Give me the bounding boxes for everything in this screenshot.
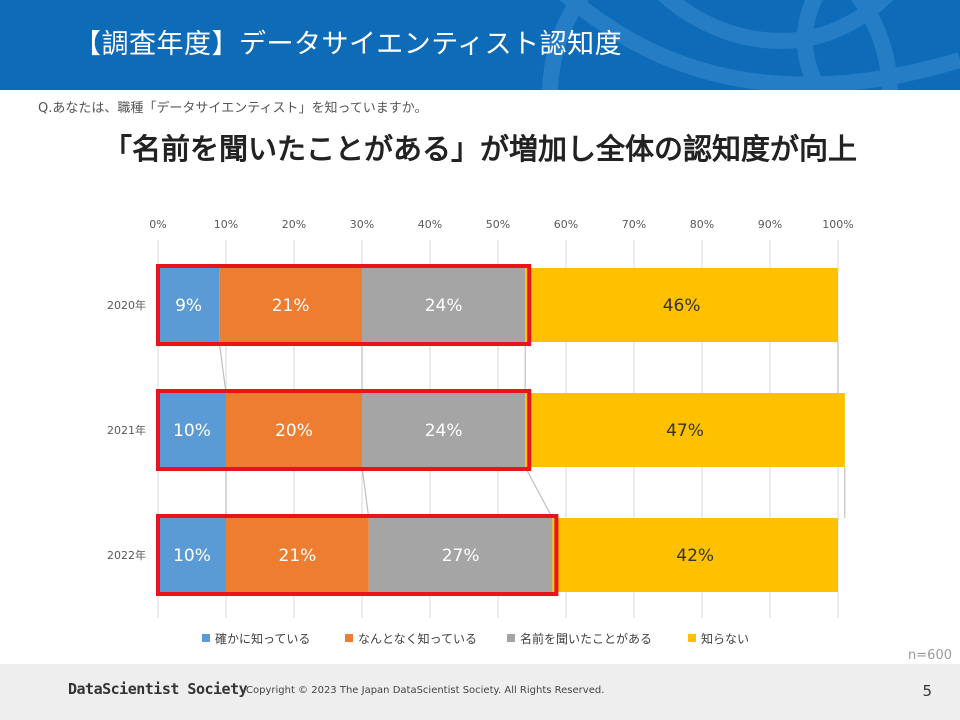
data-label: 47% <box>666 421 704 441</box>
x-tick-label: 80% <box>690 218 714 231</box>
x-tick-label: 10% <box>214 218 238 231</box>
x-tick-label: 0% <box>149 218 166 231</box>
x-tick-label: 70% <box>622 218 646 231</box>
sample-size: n=600 <box>908 648 952 663</box>
data-label: 27% <box>442 546 480 566</box>
x-tick-label: 50% <box>486 218 510 231</box>
data-label: 20% <box>275 421 313 441</box>
series-line <box>524 466 553 519</box>
copyright-text: Copyright © 2023 The Japan DataScientist… <box>246 685 605 696</box>
highlight-box <box>156 389 532 471</box>
series-lines <box>218 341 846 519</box>
headline: 「名前を聞いたことがある」が増加し全体の認知度が向上 <box>102 132 857 166</box>
bar-segment <box>158 268 220 342</box>
data-label: 24% <box>425 296 463 316</box>
x-tick-label: 60% <box>554 218 578 231</box>
legend-swatch <box>202 634 210 642</box>
data-label: 42% <box>676 546 714 566</box>
bar-segment <box>525 393 845 467</box>
x-tick-label: 20% <box>282 218 306 231</box>
legend-label: 確かに知っている <box>215 631 310 646</box>
legend-label: 名前を聞いたことがある <box>520 631 652 646</box>
stacked-bar-chart: 0% 10% 20% 30% 40% 50% 60% 70% 80% 90% 100% 9% 21% 2… <box>107 218 854 646</box>
x-tick-label: 40% <box>418 218 442 231</box>
bar-segment <box>552 518 838 592</box>
legend: 確かに知っている なんとなく知っている 名前を聞いたことがある 知らない <box>202 631 749 646</box>
series-line <box>218 341 227 394</box>
page-number: 5 <box>922 682 932 700</box>
data-label: 21% <box>272 296 310 316</box>
data-label: 10% <box>173 421 211 441</box>
bar-segment <box>362 268 526 342</box>
data-label: 21% <box>279 546 317 566</box>
slide-title: 【調査年度】データサイエンティスト認知度 <box>74 29 623 60</box>
bar-segment <box>219 268 362 342</box>
header-banner: 【調査年度】データサイエンティスト認知度 <box>0 0 960 90</box>
legend-label: なんとなく知っている <box>358 632 477 646</box>
footer: DataScientist Society Copyright © 2023 T… <box>0 664 960 720</box>
survey-question: Q.あなたは、職種「データサイエンティスト」を知っていますか。 <box>38 101 428 116</box>
data-label: 10% <box>173 546 211 566</box>
data-label: 9% <box>175 296 202 316</box>
highlight-box <box>156 264 532 346</box>
bar-segment <box>362 393 526 467</box>
x-tick-label: 30% <box>350 218 374 231</box>
category-label: 2021年 <box>107 423 146 437</box>
bar-segment <box>226 393 362 467</box>
series-line <box>361 466 370 519</box>
society-logo: DataScientist Society <box>68 680 248 698</box>
x-axis-ticks: 0% 10% 20% 30% 40% 50% 60% 70% 80% 90% 100% <box>149 218 853 231</box>
x-tick-label: 90% <box>758 218 782 231</box>
bars: 9% 21% 24% 46% 10% 20% 24% 47% 10% 21% 27% 42% <box>158 268 845 592</box>
bar-segment <box>158 518 226 592</box>
bar-segment <box>525 268 838 342</box>
bar-segment <box>158 393 226 467</box>
category-label: 2020年 <box>107 298 146 312</box>
legend-swatch <box>507 634 515 642</box>
legend-swatch <box>688 634 696 642</box>
highlight-box <box>156 514 559 596</box>
category-labels: 2020年 2021年 2022年 <box>107 298 146 562</box>
header-decoration <box>542 0 960 90</box>
legend-label: 知らない <box>701 632 749 646</box>
highlight-boxes <box>156 264 559 596</box>
x-tick-label: 100% <box>822 218 853 231</box>
bar-segment <box>226 518 369 592</box>
bar-segment <box>368 518 553 592</box>
data-label: 46% <box>663 296 701 316</box>
category-label: 2022年 <box>107 548 146 562</box>
data-label: 24% <box>425 421 463 441</box>
legend-swatch <box>345 634 353 642</box>
